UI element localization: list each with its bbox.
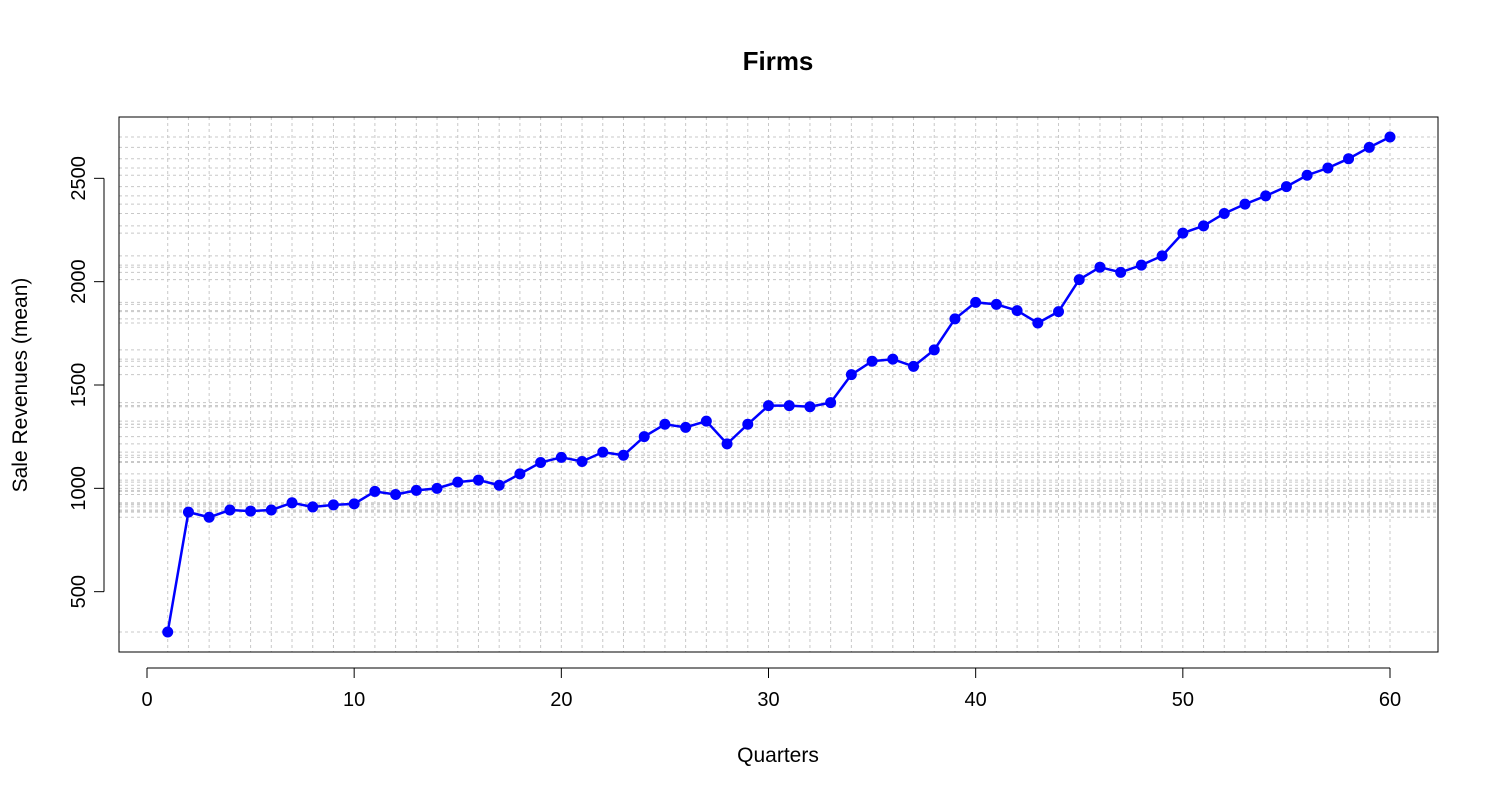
data-point	[452, 476, 464, 488]
data-point	[182, 506, 194, 518]
data-point	[1094, 261, 1106, 273]
grid	[119, 117, 1438, 652]
plot-frame	[118, 116, 1439, 653]
data-point	[1156, 250, 1168, 262]
data-point	[555, 451, 567, 463]
data-point	[845, 369, 857, 381]
data-point	[1260, 190, 1272, 202]
data-point	[1032, 317, 1044, 329]
data-point	[1177, 227, 1189, 239]
x-tick-label: 50	[1172, 689, 1194, 711]
data-point	[431, 482, 443, 494]
data-point	[245, 505, 257, 517]
data-point	[410, 484, 422, 496]
data-point	[265, 504, 277, 516]
data-point	[804, 401, 816, 413]
data-point	[1363, 141, 1375, 153]
data-point	[763, 400, 774, 412]
y-axis: 500 1000 1500 2000 2500	[68, 156, 105, 608]
data-point	[203, 511, 215, 523]
data-point	[1135, 259, 1147, 271]
series-line	[166, 135, 1391, 633]
data-point	[1115, 266, 1127, 278]
data-point	[576, 455, 588, 467]
data-point	[742, 418, 754, 430]
data-point	[990, 298, 1002, 310]
data-point	[1322, 162, 1334, 174]
data-point	[597, 446, 609, 458]
data-point	[390, 489, 402, 501]
x-tick-label: 0	[141, 689, 152, 711]
data-point	[783, 400, 795, 412]
data-point	[1384, 131, 1396, 143]
data-point	[1343, 153, 1355, 165]
x-tick-label: 60	[1379, 689, 1401, 711]
data-point	[472, 474, 484, 486]
data-point	[307, 501, 319, 513]
data-point	[369, 485, 381, 497]
y-tick-label: 1500	[68, 363, 90, 408]
data-point	[348, 498, 360, 510]
data-point	[1301, 169, 1313, 181]
data-point	[970, 296, 982, 308]
data-point	[1218, 207, 1230, 219]
x-tick-label: 10	[343, 689, 365, 711]
data-point	[887, 353, 899, 365]
data-point	[1073, 274, 1085, 286]
y-tick-label: 2000	[68, 259, 90, 304]
y-axis-label: Sale Revenues (mean)	[9, 278, 32, 493]
data-point	[659, 418, 671, 430]
data-point	[286, 497, 298, 509]
y-tick-label: 2500	[68, 156, 90, 201]
data-point	[721, 438, 733, 450]
data-point	[1053, 306, 1065, 318]
data-point	[680, 421, 692, 433]
data-point	[928, 344, 940, 356]
series-group	[162, 131, 1396, 638]
data-point	[866, 355, 878, 367]
data-point	[825, 397, 837, 409]
chart-title: Firms	[743, 46, 814, 76]
x-axis-label: Quarters	[737, 744, 819, 767]
data-point	[908, 360, 920, 372]
data-point	[162, 626, 174, 638]
data-point	[1011, 305, 1023, 317]
x-axis: 0 10 20 30 40 50 60	[141, 667, 1401, 711]
y-tick-label: 1000	[68, 466, 90, 511]
data-point	[617, 449, 629, 461]
data-point	[493, 479, 505, 491]
x-tick-label: 40	[965, 689, 987, 711]
data-point	[638, 431, 650, 443]
x-tick-label: 20	[550, 689, 572, 711]
data-point	[1280, 181, 1292, 193]
y-tick-label: 500	[68, 575, 90, 608]
data-point	[514, 468, 526, 480]
data-point	[224, 504, 236, 516]
x-tick-label: 30	[757, 689, 779, 711]
data-point	[1198, 220, 1210, 232]
data-point	[327, 499, 339, 511]
data-point	[700, 415, 712, 427]
data-point	[535, 457, 547, 468]
data-point	[949, 313, 961, 325]
data-point	[1239, 198, 1251, 210]
